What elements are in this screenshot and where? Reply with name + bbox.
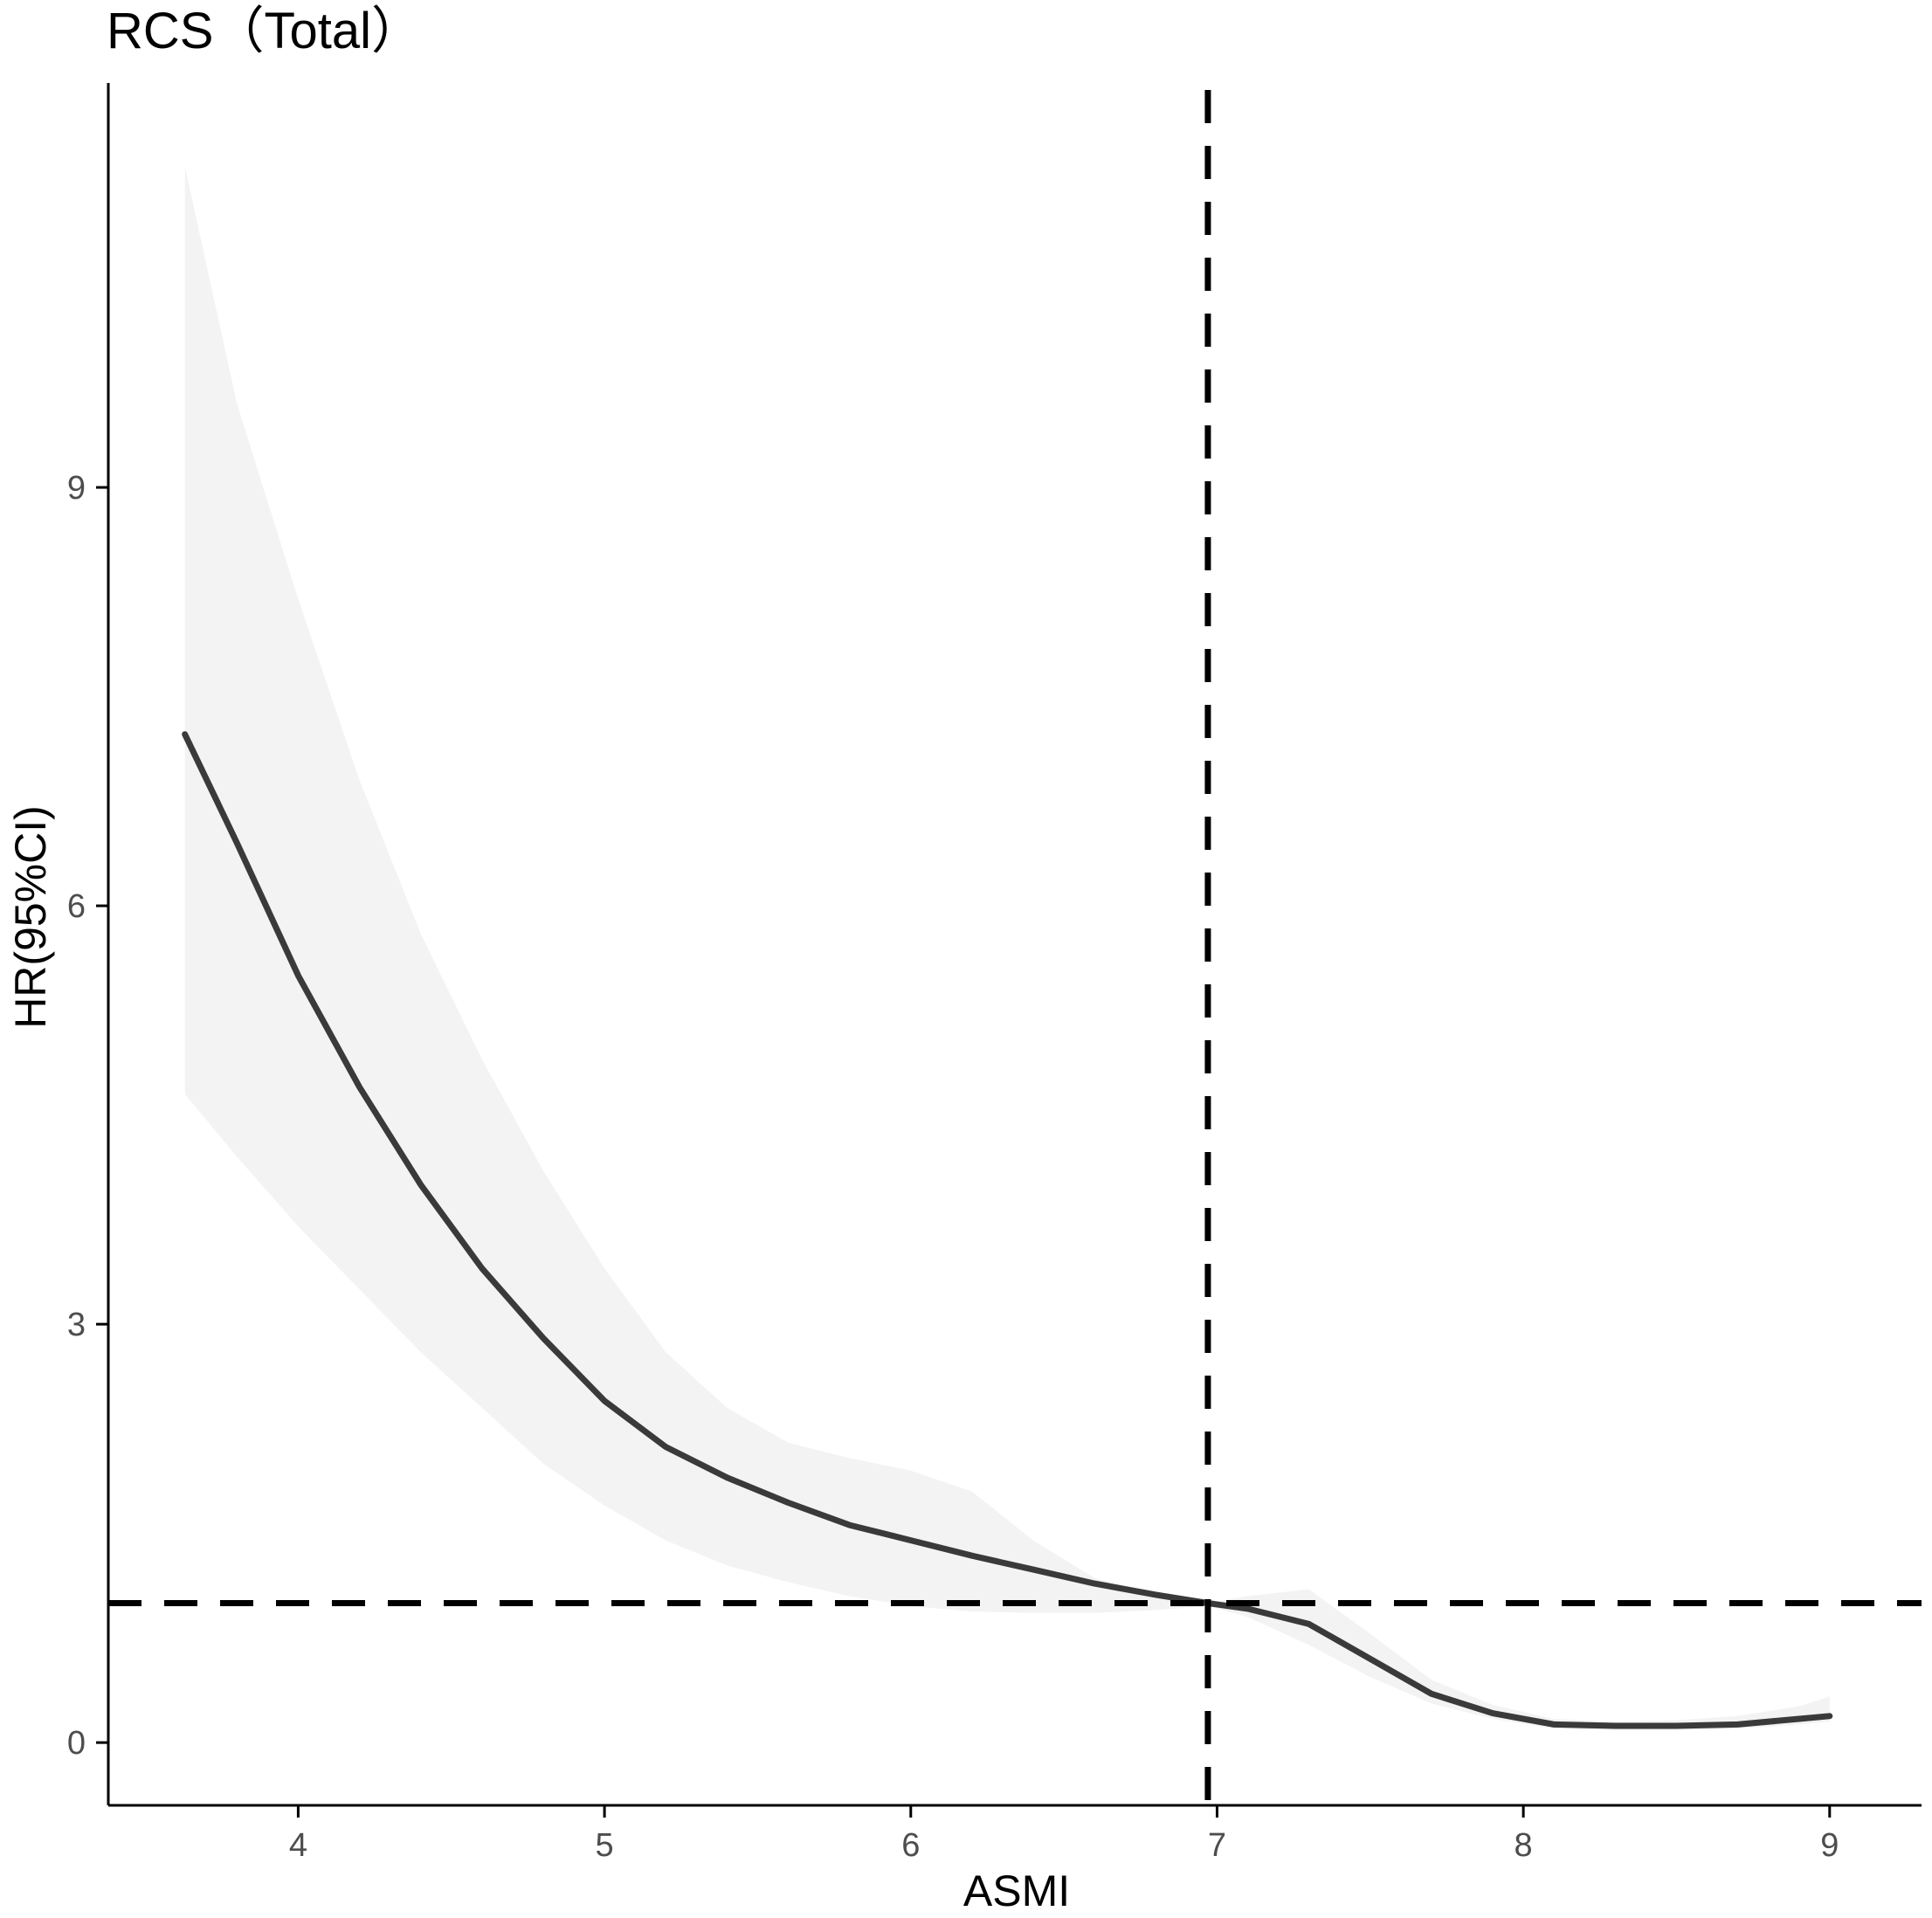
ci-band (184, 166, 1830, 1730)
chart-title: RCS（Total） (107, 3, 422, 59)
x-axis-title: ASMI (963, 1866, 1070, 1915)
y-tick-label: 6 (67, 888, 86, 925)
x-tick-label: 5 (596, 1827, 614, 1864)
x-tick-label: 6 (901, 1827, 920, 1864)
x-tick-label: 9 (1820, 1827, 1839, 1864)
x-tick-label: 4 (289, 1827, 307, 1864)
reference-lines-layer (108, 90, 1922, 1805)
ci-band-layer (184, 166, 1830, 1730)
hr-series-line (182, 731, 1833, 1729)
y-tick-label: 3 (67, 1307, 86, 1343)
y-tick-label: 9 (67, 470, 86, 507)
plot-area: 4 5 6 7 8 9 0 3 6 9 (67, 83, 1922, 1864)
x-tick-label: 8 (1515, 1827, 1533, 1864)
y-axis-title: HR(95%CI) (6, 805, 55, 1029)
y-tick-label: 0 (67, 1725, 86, 1762)
x-tick-label: 7 (1208, 1827, 1226, 1864)
series-line-layer (182, 731, 1833, 1729)
axes: 4 5 6 7 8 9 0 3 6 9 (67, 83, 1922, 1864)
